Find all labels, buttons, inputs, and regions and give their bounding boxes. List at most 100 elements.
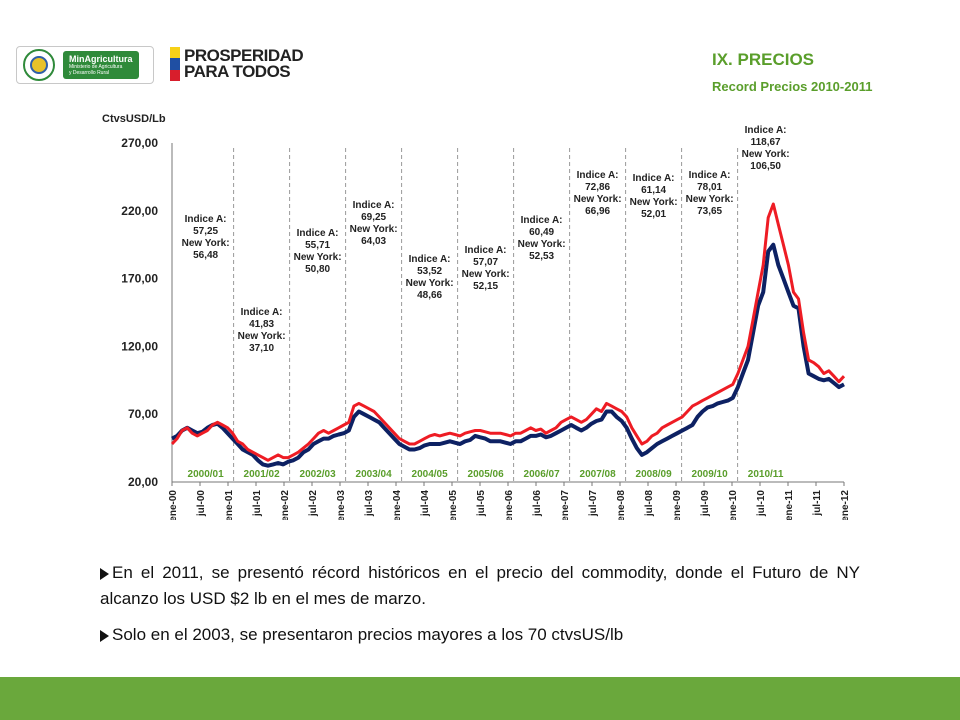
annotation-text: Indice A: — [185, 214, 227, 225]
annotation-text: 60,49 — [529, 227, 554, 238]
x-tick-label: ene-01 — [224, 490, 235, 520]
period-label: 2000/01 — [188, 469, 225, 480]
y-tick-label: 220,00 — [121, 204, 158, 218]
annotation-text: Indice A: — [689, 170, 731, 181]
colombia-seal-icon — [23, 49, 55, 81]
x-tick-label: jul-05 — [476, 490, 487, 518]
annotation-text: New York: — [182, 238, 230, 249]
annotation-text: New York: — [686, 194, 734, 205]
period-label: 2008/09 — [636, 469, 673, 480]
period-label: 2007/08 — [580, 469, 617, 480]
logo2-line1: PROSPERIDAD — [184, 46, 304, 65]
bullet-item-2: Solo en el 2003, se presentaron precios … — [100, 622, 860, 648]
annotation-text: 52,15 — [473, 281, 498, 292]
annotation-text: 78,01 — [697, 182, 722, 193]
annotation-text: New York: — [294, 252, 342, 263]
arrow-bullet-icon — [100, 629, 109, 642]
logo2-line2: PARA TODOS — [184, 62, 291, 81]
price-line-chart: CtvsUSD/Lb 270,00 220,00 170,00 120,00 70,00 2… — [102, 113, 851, 520]
period-label: 2002/03 — [300, 469, 337, 480]
annotation-text: 50,80 — [305, 264, 330, 275]
annotation-text: New York: — [406, 278, 454, 289]
x-tick-label: ene-08 — [616, 490, 627, 520]
annotation-text: New York: — [574, 194, 622, 205]
annotation-text: 118,67 — [751, 137, 781, 148]
annotation-text: 52,01 — [641, 209, 666, 220]
x-tick-label: ene-06 — [504, 490, 515, 520]
x-tick-label: ene-07 — [560, 490, 571, 520]
x-tick-label: jul-07 — [588, 490, 599, 518]
annotation-text: 57,25 — [193, 226, 218, 237]
period-label: 2004/05 — [412, 469, 449, 480]
flag-stripes-icon — [170, 47, 180, 81]
annotation-text: New York: — [238, 331, 286, 342]
annotation-text: New York: — [350, 224, 398, 235]
x-tick-label: jul-02 — [308, 490, 319, 518]
x-tick-label: ene-04 — [392, 490, 403, 520]
x-tick-label: jul-06 — [532, 490, 543, 518]
bullet-item-1: En el 2011, se presentó récord histórico… — [100, 560, 860, 612]
annotation-text: Indice A: — [465, 245, 507, 256]
logo1-subtitle: Ministerio de Agricultura y Desarrollo R… — [69, 64, 123, 76]
x-tick-label: ene-02 — [280, 490, 291, 520]
period-label: 2001/02 — [244, 469, 281, 480]
annotation-text: 106,50 — [750, 161, 781, 172]
x-tick-label: ene-00 — [168, 490, 179, 520]
footer-bar — [0, 677, 960, 720]
annotation-text: Indice A: — [241, 307, 283, 318]
annotation-text: 66,96 — [585, 206, 610, 217]
x-tick-label: jul-08 — [644, 490, 655, 518]
y-tick-label: 270,00 — [121, 136, 158, 150]
period-label: 2010/11 — [748, 469, 784, 480]
annotation-text: 57,07 — [473, 257, 498, 268]
annotation-text: Indice A: — [353, 200, 395, 211]
prosperidad-logo: PROSPERIDAD PARA TODOS — [170, 46, 310, 82]
x-tick-label: ene-09 — [672, 490, 683, 520]
period-label: 2003/04 — [356, 469, 393, 480]
bullet-text-1: En el 2011, se presentó récord histórico… — [100, 563, 860, 608]
period-label: 2005/06 — [468, 469, 505, 480]
annotation-text: New York: — [742, 149, 790, 160]
slide-title: IX. PRECIOS — [712, 50, 815, 69]
x-tick-label: jul-01 — [252, 490, 263, 518]
annotation-text: 48,66 — [417, 290, 442, 301]
annotation-text: New York: — [518, 239, 566, 250]
x-tick-label: ene-05 — [448, 490, 459, 520]
x-tick-label: jul-00 — [196, 490, 207, 518]
annotation-text: New York: — [630, 197, 678, 208]
bullet-text-2: Solo en el 2003, se presentaron precios … — [112, 625, 624, 644]
x-tick-label: ene-12 — [840, 490, 851, 520]
x-tick-label: ene-03 — [336, 490, 347, 520]
series-line-1 — [171, 242, 845, 468]
y-tick-label: 170,00 — [121, 272, 158, 286]
y-axis-label: CtvsUSD/Lb — [102, 113, 166, 125]
period-label: 2009/10 — [692, 469, 729, 480]
slide-subtitle: Record Precios 2010-2011 — [712, 79, 873, 94]
annotation-text: 52,53 — [529, 251, 554, 262]
annotation-text: 64,03 — [361, 236, 386, 247]
annotation-text: 61,14 — [641, 185, 666, 196]
bullet-list: En el 2011, se presentó récord histórico… — [100, 560, 860, 658]
annotation-text: Indice A: — [633, 173, 675, 184]
annotation-text: Indice A: — [297, 228, 339, 239]
y-tick-label: 120,00 — [121, 339, 158, 353]
arrow-bullet-icon — [100, 567, 109, 580]
x-tick-label: jul-10 — [756, 490, 767, 518]
annotation-text: 72,86 — [585, 182, 610, 193]
annotation-text: 37,10 — [249, 343, 274, 354]
series-line-2 — [170, 202, 846, 462]
x-tick-label: ene-11 — [784, 490, 795, 520]
annotation-text: Indice A: — [521, 215, 563, 226]
y-tick-label: 20,00 — [128, 475, 158, 489]
annotation-text: 55,71 — [305, 240, 330, 251]
period-label: 2006/07 — [524, 469, 561, 480]
annotation-text: 53,52 — [417, 266, 442, 277]
x-tick-label: ene-10 — [728, 490, 739, 520]
annotation-text: 56,48 — [193, 250, 218, 261]
minagricultura-logo: MinAgricultura Ministerio de Agricultura… — [16, 46, 154, 84]
annotation-text: Indice A: — [745, 125, 787, 136]
x-tick-label: jul-03 — [364, 490, 375, 518]
x-tick-label: jul-11 — [812, 490, 823, 517]
logo1-name: MinAgricultura — [69, 54, 133, 64]
annotation-text: 69,25 — [361, 212, 386, 223]
